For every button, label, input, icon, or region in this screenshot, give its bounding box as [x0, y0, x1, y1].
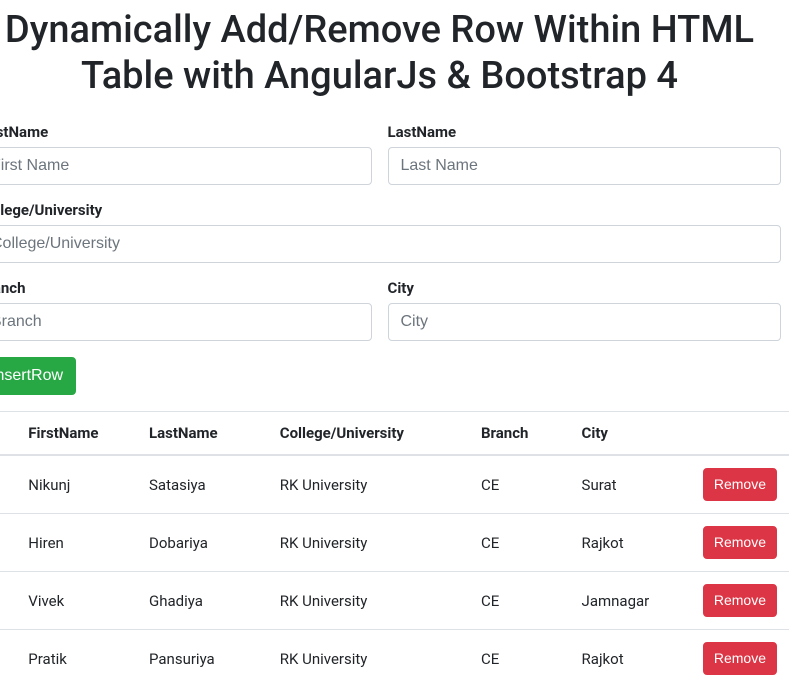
college-input[interactable]: [0, 225, 781, 263]
cell-branch: CE: [473, 514, 574, 572]
cell-branch: CE: [473, 630, 574, 687]
cell-city: Surat: [574, 455, 695, 514]
remove-button[interactable]: Remove: [703, 584, 777, 617]
cell-college: RK University: [272, 630, 473, 687]
th-sr: Sr.: [0, 412, 20, 456]
cell-sr: 3: [0, 572, 20, 630]
remove-button[interactable]: Remove: [703, 642, 777, 675]
cell-college: RK University: [272, 572, 473, 630]
cell-branch: CE: [473, 572, 574, 630]
th-city: City: [574, 412, 695, 456]
city-input[interactable]: [388, 303, 782, 341]
branch-input[interactable]: [0, 303, 372, 341]
cell-sr: 4: [0, 630, 20, 687]
table-row: 2HirenDobariyaRK UniversityCERajkotRemov…: [0, 514, 789, 572]
table-row: 1NikunjSatasiyaRK UniversityCESuratRemov…: [0, 455, 789, 514]
insert-row-button[interactable]: InsertRow: [0, 357, 76, 395]
cell-city: Rajkot: [574, 514, 695, 572]
cell-lastname: Satasiya: [141, 455, 272, 514]
cell-sr: 2: [0, 514, 20, 572]
remove-button[interactable]: Remove: [703, 468, 777, 501]
lastname-label: LastName: [388, 123, 782, 141]
branch-label: Branch: [0, 279, 372, 297]
cell-firstname: Vivek: [20, 572, 141, 630]
cell-college: RK University: [272, 455, 473, 514]
remove-button[interactable]: Remove: [703, 526, 777, 559]
cell-firstname: Pratik: [20, 630, 141, 687]
cell-college: RK University: [272, 514, 473, 572]
th-firstname: FirstName: [20, 412, 141, 456]
cell-city: Rajkot: [574, 630, 695, 687]
cell-branch: CE: [473, 455, 574, 514]
th-branch: Branch: [473, 412, 574, 456]
cell-lastname: Dobariya: [141, 514, 272, 572]
data-table: Sr. FirstName LastName College/Universit…: [0, 411, 789, 687]
city-label: City: [388, 279, 782, 297]
table-row: 4PratikPansuriyaRK UniversityCERajkotRem…: [0, 630, 789, 687]
firstname-label: FirstName: [0, 123, 372, 141]
cell-sr: 1: [0, 455, 20, 514]
th-action: [694, 412, 789, 456]
cell-firstname: Nikunj: [20, 455, 141, 514]
th-lastname: LastName: [141, 412, 272, 456]
cell-lastname: Pansuriya: [141, 630, 272, 687]
cell-firstname: Hiren: [20, 514, 141, 572]
cell-city: Jamnagar: [574, 572, 695, 630]
table-row: 3VivekGhadiyaRK UniversityCEJamnagarRemo…: [0, 572, 789, 630]
firstname-input[interactable]: [0, 147, 372, 185]
college-label: College/University: [0, 201, 781, 219]
page-title: Dynamically Add/Remove Row Within HTML T…: [0, 8, 789, 99]
cell-lastname: Ghadiya: [141, 572, 272, 630]
th-college: College/University: [272, 412, 473, 456]
lastname-input[interactable]: [388, 147, 782, 185]
